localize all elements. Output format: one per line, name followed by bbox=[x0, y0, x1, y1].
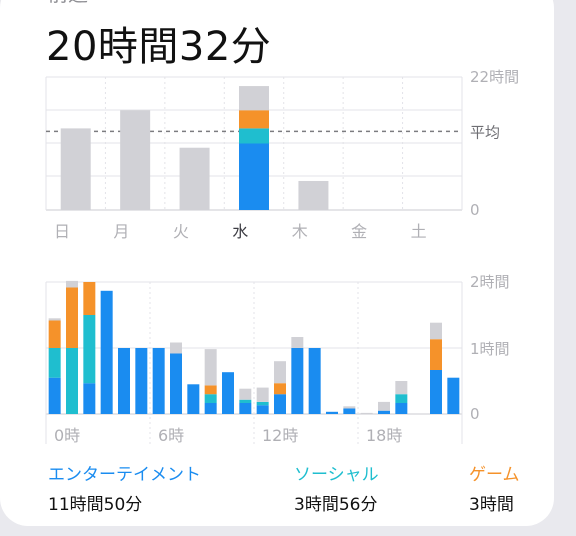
hourly-bar-13-segment bbox=[274, 394, 286, 414]
weekly-bar-木-segment bbox=[298, 180, 329, 210]
hourly-bar-23-segment bbox=[447, 377, 460, 414]
hourly-xtick-label: 18時 bbox=[366, 426, 402, 445]
hourly-bar-13-segment bbox=[274, 383, 286, 395]
weekly-day-label: 金 bbox=[351, 222, 367, 241]
legend-game-label[interactable]: ゲーム bbox=[469, 465, 520, 485]
hourly-bar-18-segment bbox=[360, 412, 373, 414]
weekly-bar-水-segment bbox=[239, 143, 269, 210]
hourly-bar-16-segment bbox=[326, 411, 338, 414]
hourly-bar-3-segment bbox=[100, 290, 113, 414]
hourly-bar-9-segment bbox=[204, 394, 217, 403]
legend-entertainment-value: 11時間50分 bbox=[48, 495, 143, 515]
hourly-bar-7-segment bbox=[170, 353, 182, 414]
hourly-xtick-label: 0時 bbox=[54, 426, 80, 445]
hourly-bar-20-segment bbox=[395, 394, 408, 403]
hourly-bar-22-segment bbox=[430, 339, 442, 370]
legend-entertainment-label[interactable]: エンターテイメント bbox=[48, 465, 201, 485]
legend-social-value: 3時間56分 bbox=[294, 495, 378, 515]
weekly-bar-火-segment bbox=[179, 147, 210, 210]
hourly-ytick-max: 2時間 bbox=[470, 273, 510, 291]
hourly-bar-17-segment bbox=[343, 406, 356, 409]
hourly-bar-0-segment bbox=[48, 320, 61, 348]
hourly-bar-2-segment bbox=[83, 315, 96, 384]
weekly-bar-月-segment bbox=[120, 110, 151, 210]
hourly-bar-20-segment bbox=[395, 403, 408, 414]
hourly-bar-10-segment bbox=[222, 372, 234, 414]
legend-game-value: 3時間 bbox=[469, 495, 514, 515]
hourly-bar-11-segment bbox=[239, 399, 252, 403]
total-usage-time: 20時間32分 bbox=[46, 24, 272, 70]
hourly-bar-22-segment bbox=[430, 370, 442, 414]
hourly-bar-0-segment bbox=[48, 377, 61, 414]
hourly-bar-19-segment bbox=[378, 410, 390, 414]
weekly-bar-水-segment bbox=[239, 110, 269, 129]
hourly-bar-20-segment bbox=[395, 381, 408, 395]
weekly-day-label: 月 bbox=[113, 222, 129, 241]
hourly-bar-1-segment bbox=[66, 348, 78, 414]
hourly-bar-8-segment bbox=[187, 384, 200, 414]
weekly-day-label: 日 bbox=[54, 222, 70, 241]
hourly-bar-6-segment bbox=[152, 348, 165, 414]
hourly-bar-14-segment bbox=[291, 348, 304, 414]
weekly-day-label: 木 bbox=[292, 222, 308, 241]
weekly-bar-水-segment bbox=[239, 86, 269, 111]
legend-social-label[interactable]: ソーシャル bbox=[294, 465, 379, 485]
hourly-bar-4-segment bbox=[118, 348, 130, 414]
hourly-bar-12-segment bbox=[256, 405, 269, 414]
weekly-day-label: 火 bbox=[173, 222, 189, 241]
hourly-bar-12-segment bbox=[256, 401, 269, 406]
hourly-xtick-label: 6時 bbox=[158, 426, 184, 445]
hourly-bar-1-segment bbox=[66, 280, 78, 288]
hourly-bar-14-segment bbox=[291, 337, 304, 348]
hourly-xtick-label: 12時 bbox=[262, 426, 298, 445]
card-title: 前週 bbox=[48, 0, 88, 7]
hourly-bar-0-segment bbox=[48, 318, 61, 321]
hourly-bar-19-segment bbox=[378, 401, 390, 411]
hourly-bar-2-segment bbox=[83, 282, 96, 315]
weekly-day-label: 土 bbox=[411, 222, 427, 241]
weekly-day-label: 水 bbox=[232, 222, 248, 241]
hourly-bar-12-segment bbox=[256, 387, 269, 402]
hourly-bar-15-segment bbox=[308, 348, 321, 414]
hourly-bar-7-segment bbox=[170, 342, 182, 354]
hourly-bar-13-segment bbox=[274, 361, 286, 384]
hourly-ytick-mid: 1時間 bbox=[470, 340, 510, 358]
weekly-bar-日-segment bbox=[60, 128, 91, 210]
hourly-bar-17-segment bbox=[343, 408, 356, 414]
weekly-ytick-zero: 0 bbox=[470, 201, 480, 219]
hourly-bar-5-segment bbox=[135, 348, 148, 414]
weekly-bar-水-segment bbox=[239, 128, 269, 144]
hourly-ytick-zero: 0 bbox=[470, 405, 480, 423]
weekly-ytick-max: 22時間 bbox=[470, 68, 519, 86]
hourly-bar-0-segment bbox=[48, 348, 61, 378]
hourly-bar-22-segment bbox=[430, 322, 442, 340]
hourly-bar-9-segment bbox=[204, 385, 217, 395]
weekly-average-label: 平均 bbox=[470, 123, 500, 141]
hourly-bar-1-segment bbox=[66, 287, 78, 348]
hourly-bar-11-segment bbox=[239, 388, 252, 400]
hourly-bar-9-segment bbox=[204, 349, 217, 386]
hourly-bar-2-segment bbox=[83, 383, 96, 414]
hourly-bar-9-segment bbox=[204, 403, 217, 414]
hourly-bar-11-segment bbox=[239, 403, 252, 414]
